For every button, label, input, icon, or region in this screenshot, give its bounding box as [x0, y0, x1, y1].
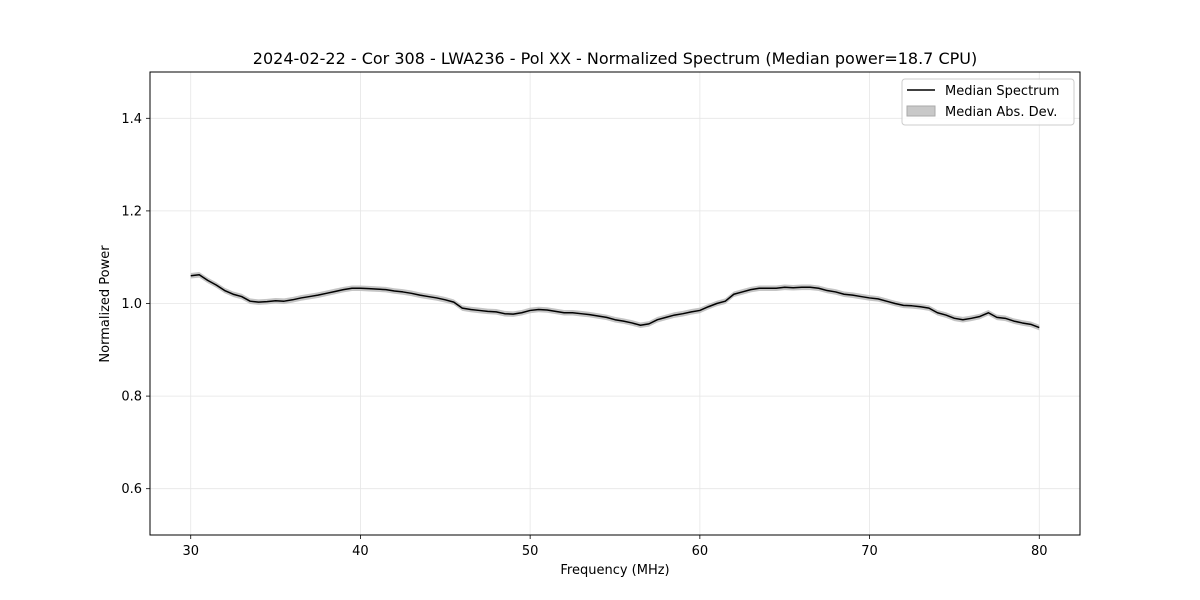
- legend-band-swatch: [906, 105, 936, 117]
- median-spectrum-path: [190, 274, 1040, 329]
- legend-box: [901, 78, 1075, 126]
- mad-band-area: [190, 272, 1040, 331]
- chart-title: 2024-02-22 - Cor 308 - LWA236 - Pol XX -…: [253, 49, 977, 68]
- y-axis-label: Normalized Power: [98, 245, 113, 363]
- y-tick-label: 1.0: [121, 297, 142, 312]
- y-tick-label: 1.4: [121, 112, 142, 127]
- x-axis-label: Frequency (MHz): [560, 563, 669, 578]
- x-tick-label: 50: [522, 544, 539, 559]
- x-axis-ticks: 30 40 50 60 70 80: [182, 535, 1048, 559]
- median-spectrum-line: [190, 274, 1040, 329]
- y-tick-label: 0.8: [121, 390, 142, 405]
- x-tick-label: 60: [692, 544, 709, 559]
- mad-band: [190, 272, 1040, 331]
- y-axis-ticks: 0.6 0.8 1.0 1.2 1.4: [121, 112, 150, 497]
- legend: Median Spectrum Median Abs. Dev.: [901, 78, 1075, 126]
- y-tick-label: 1.2: [121, 204, 142, 219]
- x-tick-label: 40: [352, 544, 369, 559]
- legend-label-median-abs-dev: Median Abs. Dev.: [945, 105, 1057, 120]
- y-tick-label: 0.6: [121, 482, 142, 497]
- x-tick-label: 80: [1031, 544, 1048, 559]
- legend-label-median-spectrum: Median Spectrum: [945, 84, 1059, 99]
- x-tick-label: 70: [861, 544, 878, 559]
- x-tick-label: 30: [182, 544, 199, 559]
